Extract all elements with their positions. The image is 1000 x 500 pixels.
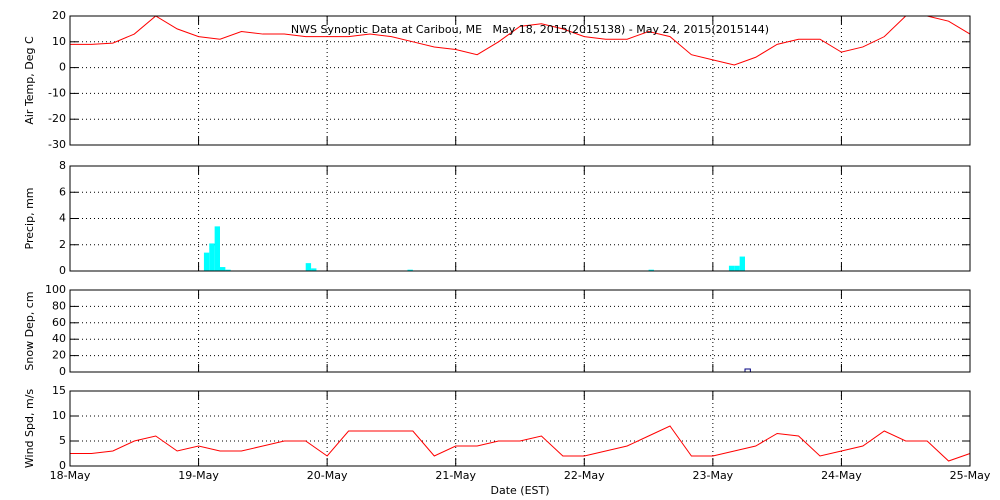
line-series [70,425,971,462]
bar [407,269,413,271]
bar [739,256,745,271]
y-tick-label: 6 [59,185,66,198]
y-tick-label: 20 [52,349,66,362]
y-tick-label: 40 [52,332,66,345]
chart-title: NWS Synoptic Data at Caribou, ME May 18,… [291,23,769,36]
y-tick-label: 2 [59,238,66,251]
bar [209,243,215,271]
y-tick-label: 10 [52,35,66,48]
y-tick-label: 20 [52,9,66,22]
bar [311,268,317,271]
y-axis-label: Wind Spd, m/s [23,389,36,469]
y-tick-label: 60 [52,316,66,329]
plot-frame [69,390,971,467]
y-tick-label: -10 [48,86,66,99]
y-tick-label: 5 [59,434,66,447]
y-tick-label: 8 [59,159,66,172]
bar [214,226,220,271]
bar [220,267,226,271]
bar [305,263,312,271]
y-axis-label: Air Temp, Deg C [23,36,36,125]
y-tick-label: 0 [59,264,66,277]
x-tick-label: 20-May [307,469,348,482]
y-axis-label: Snow Dep, cm [23,291,36,370]
y-tick-label: 0 [59,365,66,378]
bar [648,269,654,271]
x-tick-label: 25-May [950,469,991,482]
line-series [70,15,971,66]
y-tick-label: 0 [59,61,66,74]
x-tick-label: 23-May [692,469,733,482]
y-tick-label: 100 [45,283,66,296]
y-tick-label: 80 [52,299,66,312]
bar [225,269,231,271]
x-tick-label: 24-May [821,469,862,482]
x-tick-label: 19-May [178,469,219,482]
x-tick-label: 18-May [50,469,91,482]
y-tick-label: 15 [52,384,66,397]
bar [728,265,735,271]
y-tick-label: -30 [48,138,66,151]
y-tick-label: 4 [59,212,66,225]
bar [203,252,210,271]
y-tick-label: 10 [52,409,66,422]
bar [734,265,740,271]
plot-frame [69,15,971,146]
x-tick-label: 22-May [564,469,605,482]
plot-frame [69,165,971,272]
x-tick-label: 21-May [435,469,476,482]
y-tick-label: 0 [59,459,66,472]
y-tick-label: -20 [48,112,66,125]
y-axis-label: Precip, mm [23,188,36,250]
plot-frame [69,289,971,373]
x-axis-label: Date (EST) [490,484,549,497]
